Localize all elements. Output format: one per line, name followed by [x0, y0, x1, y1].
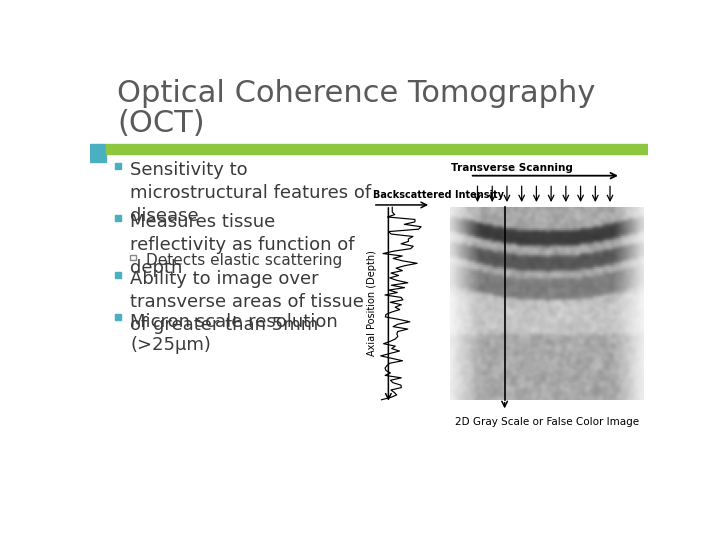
Text: Axial Position (Depth): Axial Position (Depth)	[366, 251, 377, 356]
Text: Measures tissue
reflectivity as function of
depth: Measures tissue reflectivity as function…	[130, 213, 355, 277]
Text: Optical Coherence Tomography: Optical Coherence Tomography	[117, 79, 595, 107]
Text: Detects elastic scattering: Detects elastic scattering	[145, 253, 342, 268]
Bar	[114, 314, 121, 320]
Text: Backscattered Intensity: Backscattered Intensity	[373, 190, 504, 200]
Text: Ability to image over
transverse areas of tissue
of greater than 5mm: Ability to image over transverse areas o…	[130, 271, 364, 334]
Text: Transverse Scanning: Transverse Scanning	[451, 163, 573, 173]
Bar	[114, 163, 121, 169]
Bar	[90, 144, 106, 162]
Bar	[114, 272, 121, 278]
Bar	[130, 255, 136, 260]
Text: Sensitivity to
microstructural features of
disease: Sensitivity to microstructural features …	[130, 161, 372, 225]
Text: Micron scale resolution
(>25μm): Micron scale resolution (>25μm)	[130, 313, 338, 354]
Bar	[106, 144, 648, 154]
Bar	[114, 215, 121, 221]
Text: (OCT): (OCT)	[117, 110, 204, 138]
Text: 2D Gray Scale or False Color Image: 2D Gray Scale or False Color Image	[455, 417, 639, 427]
